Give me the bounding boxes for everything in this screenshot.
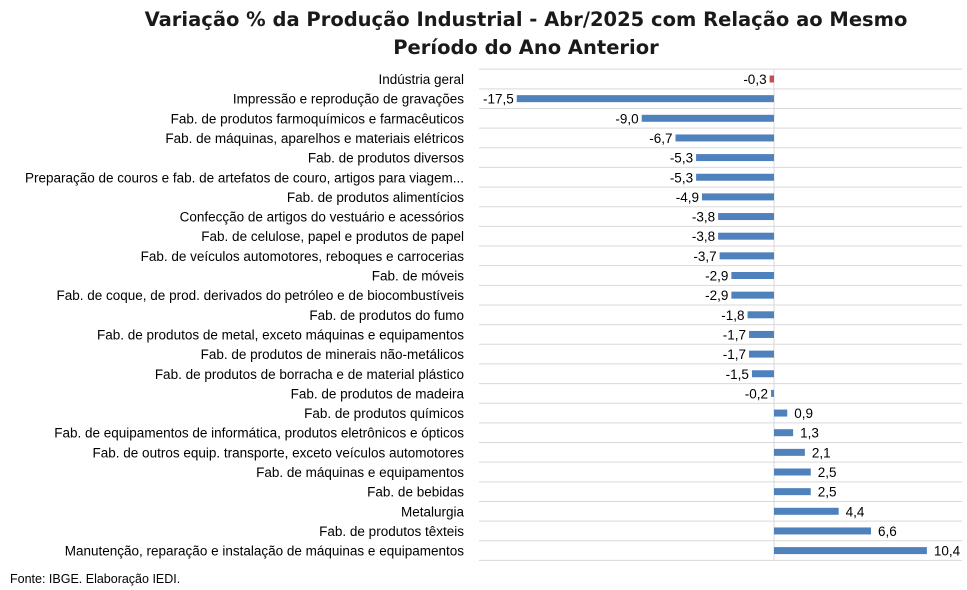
bar (675, 134, 774, 142)
data-label: -5,3 (670, 170, 693, 185)
category-label: Fab. de máquinas, aparelhos e materiais … (165, 131, 464, 146)
category-label: Fab. de produtos de metal, exceto máquin… (97, 327, 464, 342)
category-label: Fab. de produtos farmoquímicos e farmacê… (171, 111, 465, 126)
data-label: -1,8 (721, 308, 744, 323)
category-label: Indústria geral (378, 72, 464, 87)
data-label: -3,7 (693, 249, 716, 264)
bar (696, 173, 774, 181)
category-label: Fab. de produtos alimentícios (287, 190, 464, 205)
category-label: Fab. de celulose, papel e produtos de pa… (201, 229, 464, 244)
data-label: -5,3 (670, 151, 693, 166)
category-label: Manutenção, reparação e instalação de má… (65, 544, 465, 559)
source-note: Fonte: IBGE. Elaboração IEDI. (10, 572, 181, 586)
data-label: 4,4 (846, 504, 865, 519)
category-label: Impressão e reprodução de gravações (233, 92, 464, 107)
bar (516, 95, 774, 103)
bar (696, 154, 774, 162)
category-label: Fab. de veículos automotores, reboques e… (141, 249, 465, 264)
bar (774, 527, 872, 535)
bar (749, 350, 774, 358)
bar (701, 193, 774, 201)
data-label: 0,9 (794, 406, 813, 421)
data-label: -2,9 (705, 269, 728, 284)
bar (747, 311, 774, 319)
data-label: 2,1 (812, 445, 831, 460)
chart-title-line1: Variação % da Produção Industrial - Abr/… (144, 8, 908, 31)
bar (774, 507, 839, 515)
data-label: -3,8 (692, 229, 715, 244)
data-label: 2,5 (818, 465, 837, 480)
category-label: Fab. de outros equip. transporte, exceto… (93, 445, 465, 460)
bar (774, 429, 794, 437)
data-label: -1,7 (723, 327, 746, 342)
category-label: Fab. de produtos de minerais não-metálic… (201, 347, 465, 362)
data-label: -9,0 (615, 111, 638, 126)
category-label: Fab. de máquinas e equipamentos (256, 465, 464, 480)
data-label: -0,2 (745, 386, 768, 401)
category-label: Fab. de produtos de borracha e de materi… (155, 367, 464, 382)
category-label: Fab. de produtos químicos (304, 406, 464, 421)
category-label: Metalurgia (401, 504, 465, 519)
bar (718, 232, 774, 240)
category-label: Fab. de coque, de prod. derivados do pet… (56, 288, 464, 303)
data-label: -2,9 (705, 288, 728, 303)
bar (751, 370, 774, 378)
data-label: -1,7 (723, 347, 746, 362)
category-label: Preparação de couros e fab. de artefatos… (25, 170, 464, 185)
category-label: Fab. de móveis (372, 269, 465, 284)
bar (718, 213, 774, 221)
data-label: 6,6 (878, 524, 897, 539)
data-label: 1,3 (800, 426, 819, 441)
data-label: -3,8 (692, 210, 715, 225)
bar (731, 272, 774, 279)
chart-title-line2: Período do Ano Anterior (393, 36, 659, 59)
bar (641, 114, 774, 122)
bar (769, 75, 774, 83)
chart-title: Variação % da Produção Industrial - Abr/… (0, 6, 967, 62)
data-label: 2,5 (818, 485, 837, 500)
bar (774, 488, 811, 496)
bar (774, 448, 805, 456)
bar (731, 291, 774, 299)
data-label: -1,5 (726, 367, 749, 382)
bar (719, 252, 774, 260)
bar (774, 468, 811, 476)
bar (774, 547, 927, 555)
bar (774, 409, 788, 417)
category-label: Fab. de produtos diversos (308, 151, 464, 166)
category-label: Fab. de produtos de madeira (291, 386, 465, 401)
bar (749, 330, 774, 338)
category-label: Fab. de produtos do fumo (309, 308, 464, 323)
data-label: -4,9 (676, 190, 699, 205)
category-label: Fab. de produtos têxteis (319, 524, 464, 539)
data-label: -17,5 (483, 92, 514, 107)
bar (771, 389, 774, 397)
data-label: -6,7 (649, 131, 672, 146)
category-label: Fab. de equipamentos de informática, pro… (54, 426, 464, 441)
category-label: Confecção de artigos do vestuário e aces… (180, 210, 465, 225)
data-label: 10,4 (934, 544, 961, 559)
category-label: Fab. de bebidas (367, 485, 464, 500)
data-label: -0,3 (743, 72, 766, 87)
